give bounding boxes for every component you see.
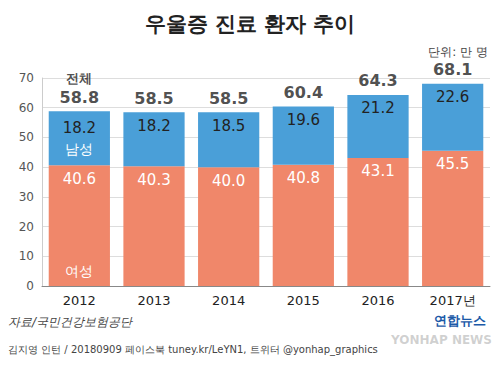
svg-text:연합뉴스: 연합뉴스 — [434, 313, 486, 328]
svg-text:김지영 인턴 / 20180909 페이스북 tuney.k: 김지영 인턴 / 20180909 페이스북 tuney.kr/LeYN1, 트… — [8, 344, 378, 356]
svg-text:40.3: 40.3 — [137, 171, 170, 189]
svg-text:2014: 2014 — [212, 293, 245, 308]
svg-text:40.0: 40.0 — [212, 172, 245, 190]
svg-text:YONHAP NEWS: YONHAP NEWS — [390, 333, 492, 347]
svg-text:43.1: 43.1 — [361, 162, 394, 180]
svg-text:전체: 전체 — [66, 71, 92, 86]
svg-text:19.6: 19.6 — [287, 111, 320, 129]
svg-text:40.6: 40.6 — [63, 170, 96, 188]
svg-text:자료/국민건강보험공단: 자료/국민건강보험공단 — [8, 315, 133, 329]
svg-text:58.8: 58.8 — [60, 88, 99, 107]
svg-text:2015: 2015 — [287, 293, 320, 308]
svg-text:남성: 남성 — [65, 141, 93, 157]
svg-text:여성: 여성 — [65, 263, 93, 279]
svg-text:18.2: 18.2 — [137, 117, 170, 135]
svg-text:10: 10 — [19, 249, 34, 263]
svg-text:30: 30 — [19, 190, 34, 204]
svg-text:22.6: 22.6 — [436, 88, 469, 106]
svg-text:2012: 2012 — [63, 293, 96, 308]
svg-text:60.4: 60.4 — [284, 83, 323, 102]
svg-text:45.5: 45.5 — [436, 155, 469, 173]
svg-text:58.5: 58.5 — [209, 89, 248, 108]
svg-text:60: 60 — [19, 101, 34, 115]
svg-text:68.1: 68.1 — [433, 60, 472, 79]
svg-text:21.2: 21.2 — [361, 99, 394, 117]
svg-text:58.5: 58.5 — [134, 89, 173, 108]
svg-text:18.5: 18.5 — [212, 117, 245, 135]
svg-text:70: 70 — [19, 71, 34, 85]
svg-text:64.3: 64.3 — [358, 71, 397, 90]
svg-text:우울증 진료 환자 추이: 우울증 진료 환자 추이 — [145, 12, 356, 36]
svg-text:20: 20 — [19, 220, 34, 234]
svg-text:50: 50 — [19, 130, 34, 144]
svg-text:40.8: 40.8 — [287, 169, 320, 187]
svg-text:2017년: 2017년 — [430, 293, 476, 308]
svg-text:0: 0 — [26, 279, 34, 293]
svg-text:2016: 2016 — [361, 293, 394, 308]
svg-text:단위: 만 명: 단위: 만 명 — [428, 45, 488, 59]
svg-text:40: 40 — [19, 160, 34, 174]
svg-text:2013: 2013 — [137, 293, 170, 308]
svg-text:18.2: 18.2 — [63, 119, 96, 137]
